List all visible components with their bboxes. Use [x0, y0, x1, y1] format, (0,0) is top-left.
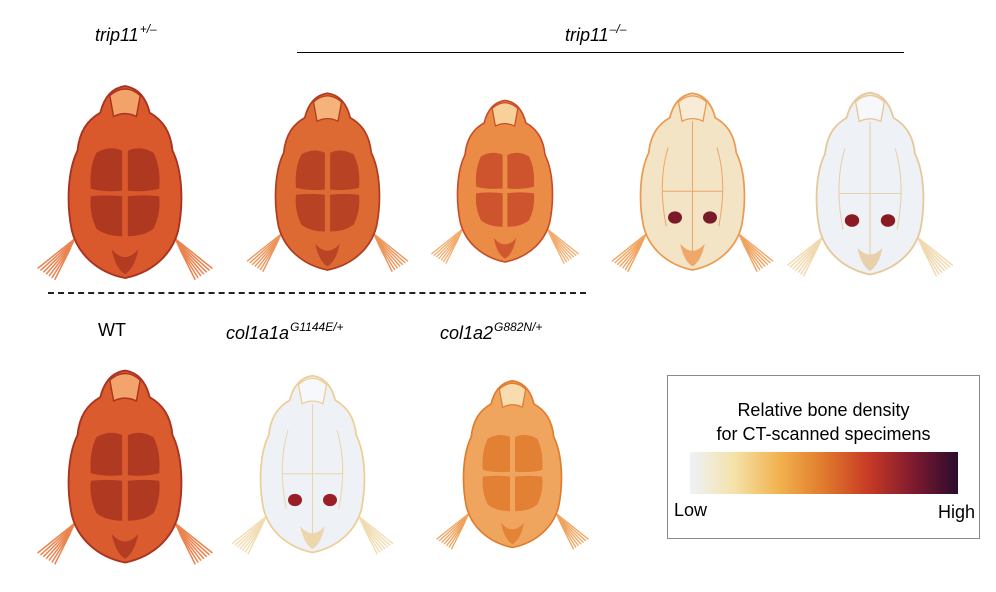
cranial-sutures — [661, 121, 724, 253]
right-otolith — [323, 493, 337, 507]
skull-render — [431, 99, 579, 264]
skull-render — [786, 91, 954, 277]
cranial-plates — [295, 150, 360, 232]
gene-name: col1a2 — [440, 323, 494, 343]
rear-vertebra — [680, 243, 705, 267]
rear-vertebra — [111, 534, 139, 559]
cranial-plates — [475, 152, 535, 227]
snout — [677, 95, 708, 123]
pectoral-fins — [37, 237, 213, 281]
snout — [109, 372, 141, 403]
skull-render — [37, 369, 213, 565]
genotype: +/– — [139, 22, 157, 36]
wt-specimen — [30, 360, 220, 575]
bone-density-legend: Relative bone density for CT-scanned spe… — [667, 375, 980, 539]
left-otolith — [668, 211, 682, 224]
pectoral-fins — [786, 236, 954, 277]
density-color-scale — [690, 452, 958, 494]
skull-outline — [462, 380, 563, 549]
skull-outline — [67, 85, 183, 279]
cranial-plates — [90, 148, 160, 237]
col1a2-label: col1a2G882N/+ — [440, 320, 542, 344]
skull-render — [37, 85, 213, 281]
skull-outline — [456, 99, 554, 263]
trip11-hom-label: trip11–/– — [565, 22, 626, 46]
trip11-het-label: trip11+/– — [95, 22, 157, 46]
col1a1a-specimen — [225, 360, 400, 570]
trip11-het-specimen — [30, 78, 220, 288]
snout — [297, 377, 328, 405]
trip11-hom-specimen-3 — [605, 80, 780, 285]
rear-vertebra — [500, 522, 525, 545]
cranial-sutures — [281, 403, 344, 535]
trip11-hom-specimen-4 — [780, 82, 960, 287]
genotype: –/– — [609, 22, 627, 36]
legend-title-line1: Relative bone density — [737, 400, 910, 420]
left-otolith — [288, 493, 302, 507]
skull-render — [246, 92, 409, 273]
pectoral-fins — [37, 522, 213, 565]
legend-title-line2: for CT-scanned specimens — [716, 424, 931, 444]
rear-vertebra — [315, 243, 340, 267]
rear-vertebra — [111, 249, 139, 275]
right-otolith — [703, 211, 717, 224]
cranial-plates — [90, 432, 160, 521]
cranial-sutures — [838, 121, 902, 257]
genotype: G882N/+ — [494, 320, 543, 334]
rear-vertebra — [493, 238, 517, 259]
trip11-hom-specimen-2 — [425, 78, 585, 286]
skull-render — [436, 380, 589, 550]
snout — [109, 88, 141, 118]
row-divider-dashed — [48, 292, 586, 294]
cranial-plates — [482, 434, 543, 512]
genotype: G1144E/+ — [290, 320, 344, 334]
col1a2-specimen — [430, 360, 595, 570]
gene-name: col1a1a — [226, 323, 290, 343]
rear-vertebra — [857, 247, 883, 271]
gene-name: trip11 — [95, 25, 139, 45]
rear-vertebra — [300, 526, 325, 549]
skull-outline — [67, 369, 183, 564]
wt-label: WT — [98, 320, 126, 340]
legend-title: Relative bone density for CT-scanned spe… — [668, 398, 979, 446]
skull-render — [611, 92, 774, 273]
snout — [312, 95, 343, 123]
right-otolith — [880, 214, 896, 227]
pectoral-fins — [431, 227, 579, 264]
legend-low-label: Low — [674, 500, 708, 520]
pectoral-fins — [611, 232, 774, 273]
trip11-hom-bracket-line — [297, 52, 904, 53]
trip11-hom-specimen-1 — [240, 80, 415, 285]
gene-name: trip11 — [565, 25, 609, 45]
snout — [491, 102, 519, 127]
snout — [498, 382, 527, 409]
skull-outline — [274, 92, 381, 271]
snout — [854, 94, 886, 123]
skull-render — [231, 374, 394, 555]
col1a1a-label: col1a1aG1144E/+ — [226, 320, 344, 344]
pectoral-fins — [436, 512, 589, 550]
left-otolith — [844, 214, 860, 227]
pectoral-fins — [231, 515, 394, 555]
legend-high-label: High — [937, 502, 975, 522]
pectoral-fins — [246, 232, 409, 273]
